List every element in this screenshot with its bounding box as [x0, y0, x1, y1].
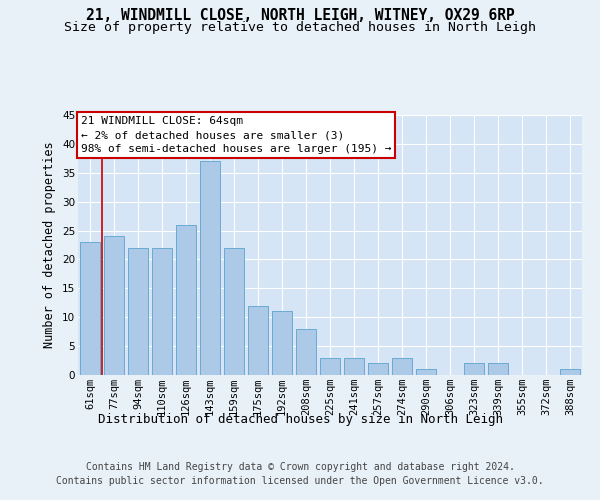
- Bar: [176, 225, 196, 375]
- Bar: [464, 364, 484, 375]
- Text: Contains HM Land Registry data © Crown copyright and database right 2024.: Contains HM Land Registry data © Crown c…: [86, 462, 514, 472]
- Bar: [104, 236, 124, 375]
- Bar: [560, 369, 580, 375]
- Bar: [272, 312, 292, 375]
- Text: Distribution of detached houses by size in North Leigh: Distribution of detached houses by size …: [97, 412, 503, 426]
- Text: 21 WINDMILL CLOSE: 64sqm
← 2% of detached houses are smaller (3)
98% of semi-det: 21 WINDMILL CLOSE: 64sqm ← 2% of detache…: [80, 116, 391, 154]
- Bar: [152, 248, 172, 375]
- Bar: [224, 248, 244, 375]
- Bar: [488, 364, 508, 375]
- Bar: [320, 358, 340, 375]
- Y-axis label: Number of detached properties: Number of detached properties: [43, 142, 56, 348]
- Text: Size of property relative to detached houses in North Leigh: Size of property relative to detached ho…: [64, 21, 536, 34]
- Bar: [344, 358, 364, 375]
- Bar: [296, 329, 316, 375]
- Bar: [248, 306, 268, 375]
- Bar: [128, 248, 148, 375]
- Bar: [368, 364, 388, 375]
- Bar: [416, 369, 436, 375]
- Text: 21, WINDMILL CLOSE, NORTH LEIGH, WITNEY, OX29 6RP: 21, WINDMILL CLOSE, NORTH LEIGH, WITNEY,…: [86, 8, 514, 22]
- Bar: [200, 161, 220, 375]
- Bar: [80, 242, 100, 375]
- Bar: [392, 358, 412, 375]
- Text: Contains public sector information licensed under the Open Government Licence v3: Contains public sector information licen…: [56, 476, 544, 486]
